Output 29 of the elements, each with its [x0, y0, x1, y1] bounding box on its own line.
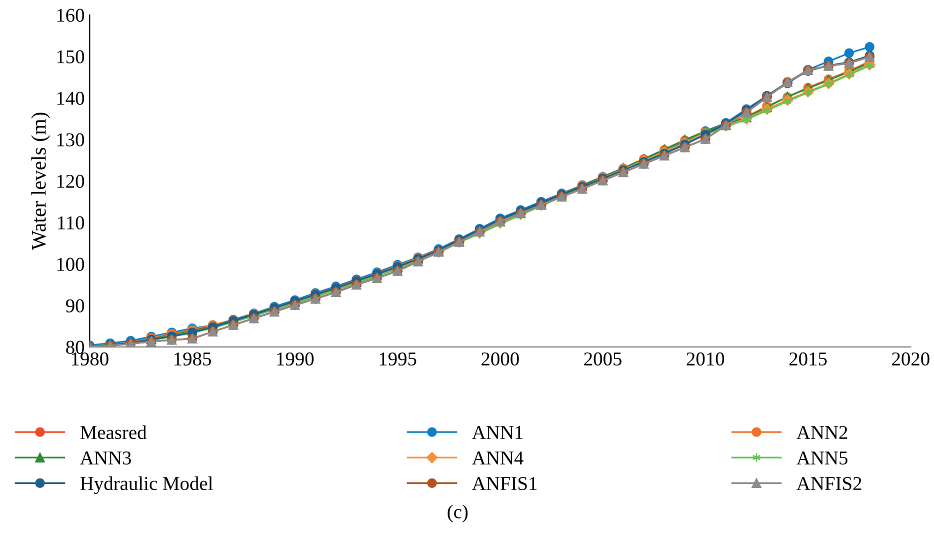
legend-label: ANN1 — [472, 426, 523, 439]
y-tick-label: 150 — [57, 50, 84, 64]
x-tick-label: 1995 — [380, 352, 416, 366]
legend-label: ANFIS2 — [796, 477, 862, 490]
y-axis-title: Water levels (m) — [31, 112, 50, 250]
legend-label: ANFIS1 — [472, 477, 537, 490]
legend-label: ANN2 — [796, 426, 848, 439]
x-tick-label: 2015 — [789, 352, 827, 366]
x-tick-label: 2010 — [686, 352, 724, 366]
y-tick-label: 130 — [57, 133, 84, 146]
legend-label: ANN5 — [796, 452, 848, 465]
legend-label: ANN3 — [80, 452, 131, 465]
legend-label: ANN4 — [472, 452, 524, 464]
y-tick-label: 120 — [57, 174, 84, 188]
text: (c) — [448, 504, 468, 522]
y-tick-label: 110 — [58, 216, 84, 230]
x-tick-label: 2020 — [892, 352, 930, 366]
y-tick-label: 160 — [57, 8, 84, 22]
y-tick-label: 140 — [57, 92, 84, 105]
y-tick-label: 80 — [66, 340, 84, 354]
x-tick-label: 2000 — [482, 352, 519, 366]
legend-label: Measred — [80, 425, 147, 440]
x-tick-label: 1985 — [174, 352, 211, 366]
x-tick-label: 1980 — [72, 352, 108, 366]
y-tick-label: 90 — [66, 299, 84, 312]
x-tick-label: 1990 — [277, 352, 314, 366]
y-tick-label: 100 — [57, 258, 84, 271]
legend-label: Hydraulic Model — [80, 476, 213, 494]
x-tick-label: 2005 — [584, 352, 622, 366]
